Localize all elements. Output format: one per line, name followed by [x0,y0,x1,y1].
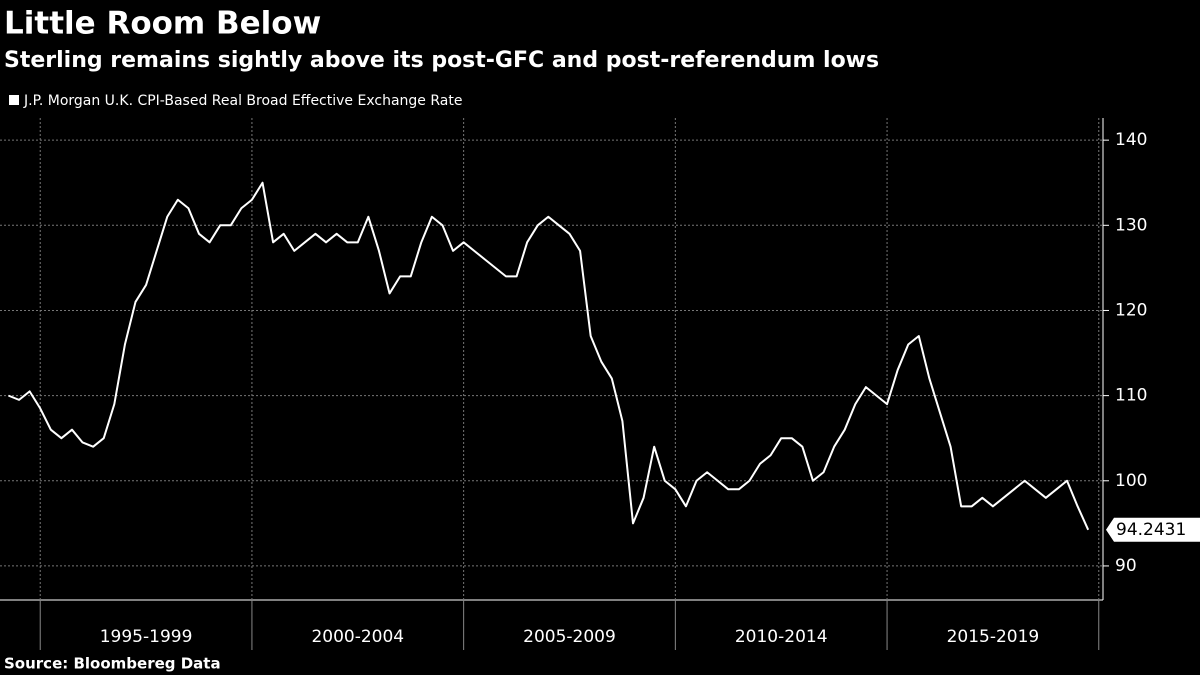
x-band-label: 2010-2014 [735,627,828,647]
source: Source: Bloombereg Data [4,655,221,673]
last-value-label: 94.2431 [1116,520,1186,540]
x-band-label: 2015-2019 [947,627,1040,647]
y-tick-label: 110 [1115,386,1147,406]
y-tick-label: 100 [1115,471,1147,491]
x-band-label: 1995-1999 [100,627,193,647]
y-tick-label: 140 [1115,130,1147,150]
last-value-box [1106,517,1200,542]
y-tick-label: 120 [1115,300,1147,320]
y-tick-label: 130 [1115,215,1147,235]
legend-label: J.P. Morgan U.K. CPI-Based Real Broad Ef… [23,93,462,109]
chart-subtitle: Sterling remains sightly above its post-… [4,48,879,73]
chart-title: Little Room Below [4,6,321,42]
y-tick-label: 90 [1115,556,1137,576]
x-band-label: 2005-2009 [523,627,616,647]
x-band-label: 2000-2004 [311,627,404,647]
series-line [8,181,1090,531]
legend-swatch [9,95,19,105]
